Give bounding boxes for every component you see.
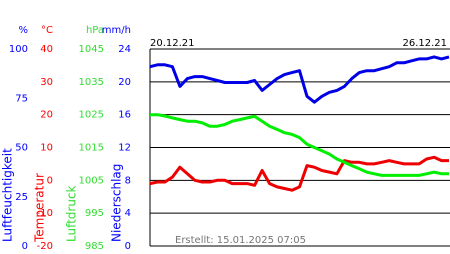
y-tick-label: 24 bbox=[118, 44, 131, 55]
series-line bbox=[150, 113, 449, 177]
y-tick-label: 8 bbox=[125, 175, 131, 186]
y-tick-label: 995 bbox=[85, 208, 104, 219]
series-line bbox=[149, 55, 450, 104]
y-tick-label: 10 bbox=[40, 143, 53, 154]
axis-title: Luftfeuchtigkeit bbox=[1, 148, 15, 242]
y-tick-label: 1025 bbox=[79, 110, 104, 121]
axis-unit: hPa bbox=[86, 25, 104, 36]
axis-unit: % bbox=[18, 25, 28, 36]
y-tick-label: 25 bbox=[15, 192, 28, 203]
y-tick-label: 16 bbox=[118, 110, 131, 121]
axis-title: Niederschlag bbox=[110, 164, 124, 242]
y-tick-label: 0 bbox=[47, 175, 53, 186]
y-tick-label: 40 bbox=[40, 44, 53, 55]
axis-title: Temperatur bbox=[33, 173, 47, 243]
y-tick-label: 0 bbox=[125, 241, 131, 250]
y-tick-label: 4 bbox=[125, 208, 131, 219]
axis-unit: °C bbox=[41, 25, 53, 36]
y-tick-label: 75 bbox=[15, 93, 28, 104]
axis-title: Luftdruck bbox=[65, 185, 79, 242]
y-tick-label: 1005 bbox=[79, 175, 104, 186]
y-tick-label: 985 bbox=[85, 241, 104, 250]
y-tick-label: 100 bbox=[9, 44, 28, 55]
y-tick-label: 20 bbox=[118, 77, 131, 88]
y-tick-label: 0 bbox=[22, 241, 28, 250]
y-tick-label: 1035 bbox=[79, 77, 104, 88]
x-label: 26.12.21 bbox=[402, 38, 447, 49]
y-tick-label: 1015 bbox=[79, 143, 104, 154]
y-tick-label: 12 bbox=[118, 143, 131, 154]
y-tick-label: 30 bbox=[40, 77, 53, 88]
y-tick-label: -20 bbox=[37, 241, 53, 250]
y-tick-label: -10 bbox=[37, 208, 53, 219]
y-tick-label: 1045 bbox=[79, 44, 104, 55]
y-tick-label: 50 bbox=[15, 143, 28, 154]
footer: Erstellt: 15.01.2025 07:05 bbox=[175, 235, 306, 246]
axis-unit: mm/h bbox=[102, 25, 131, 36]
y-tick-label: 20 bbox=[40, 110, 53, 121]
series-line bbox=[149, 155, 449, 192]
x-label: 20.12.21 bbox=[150, 38, 195, 49]
